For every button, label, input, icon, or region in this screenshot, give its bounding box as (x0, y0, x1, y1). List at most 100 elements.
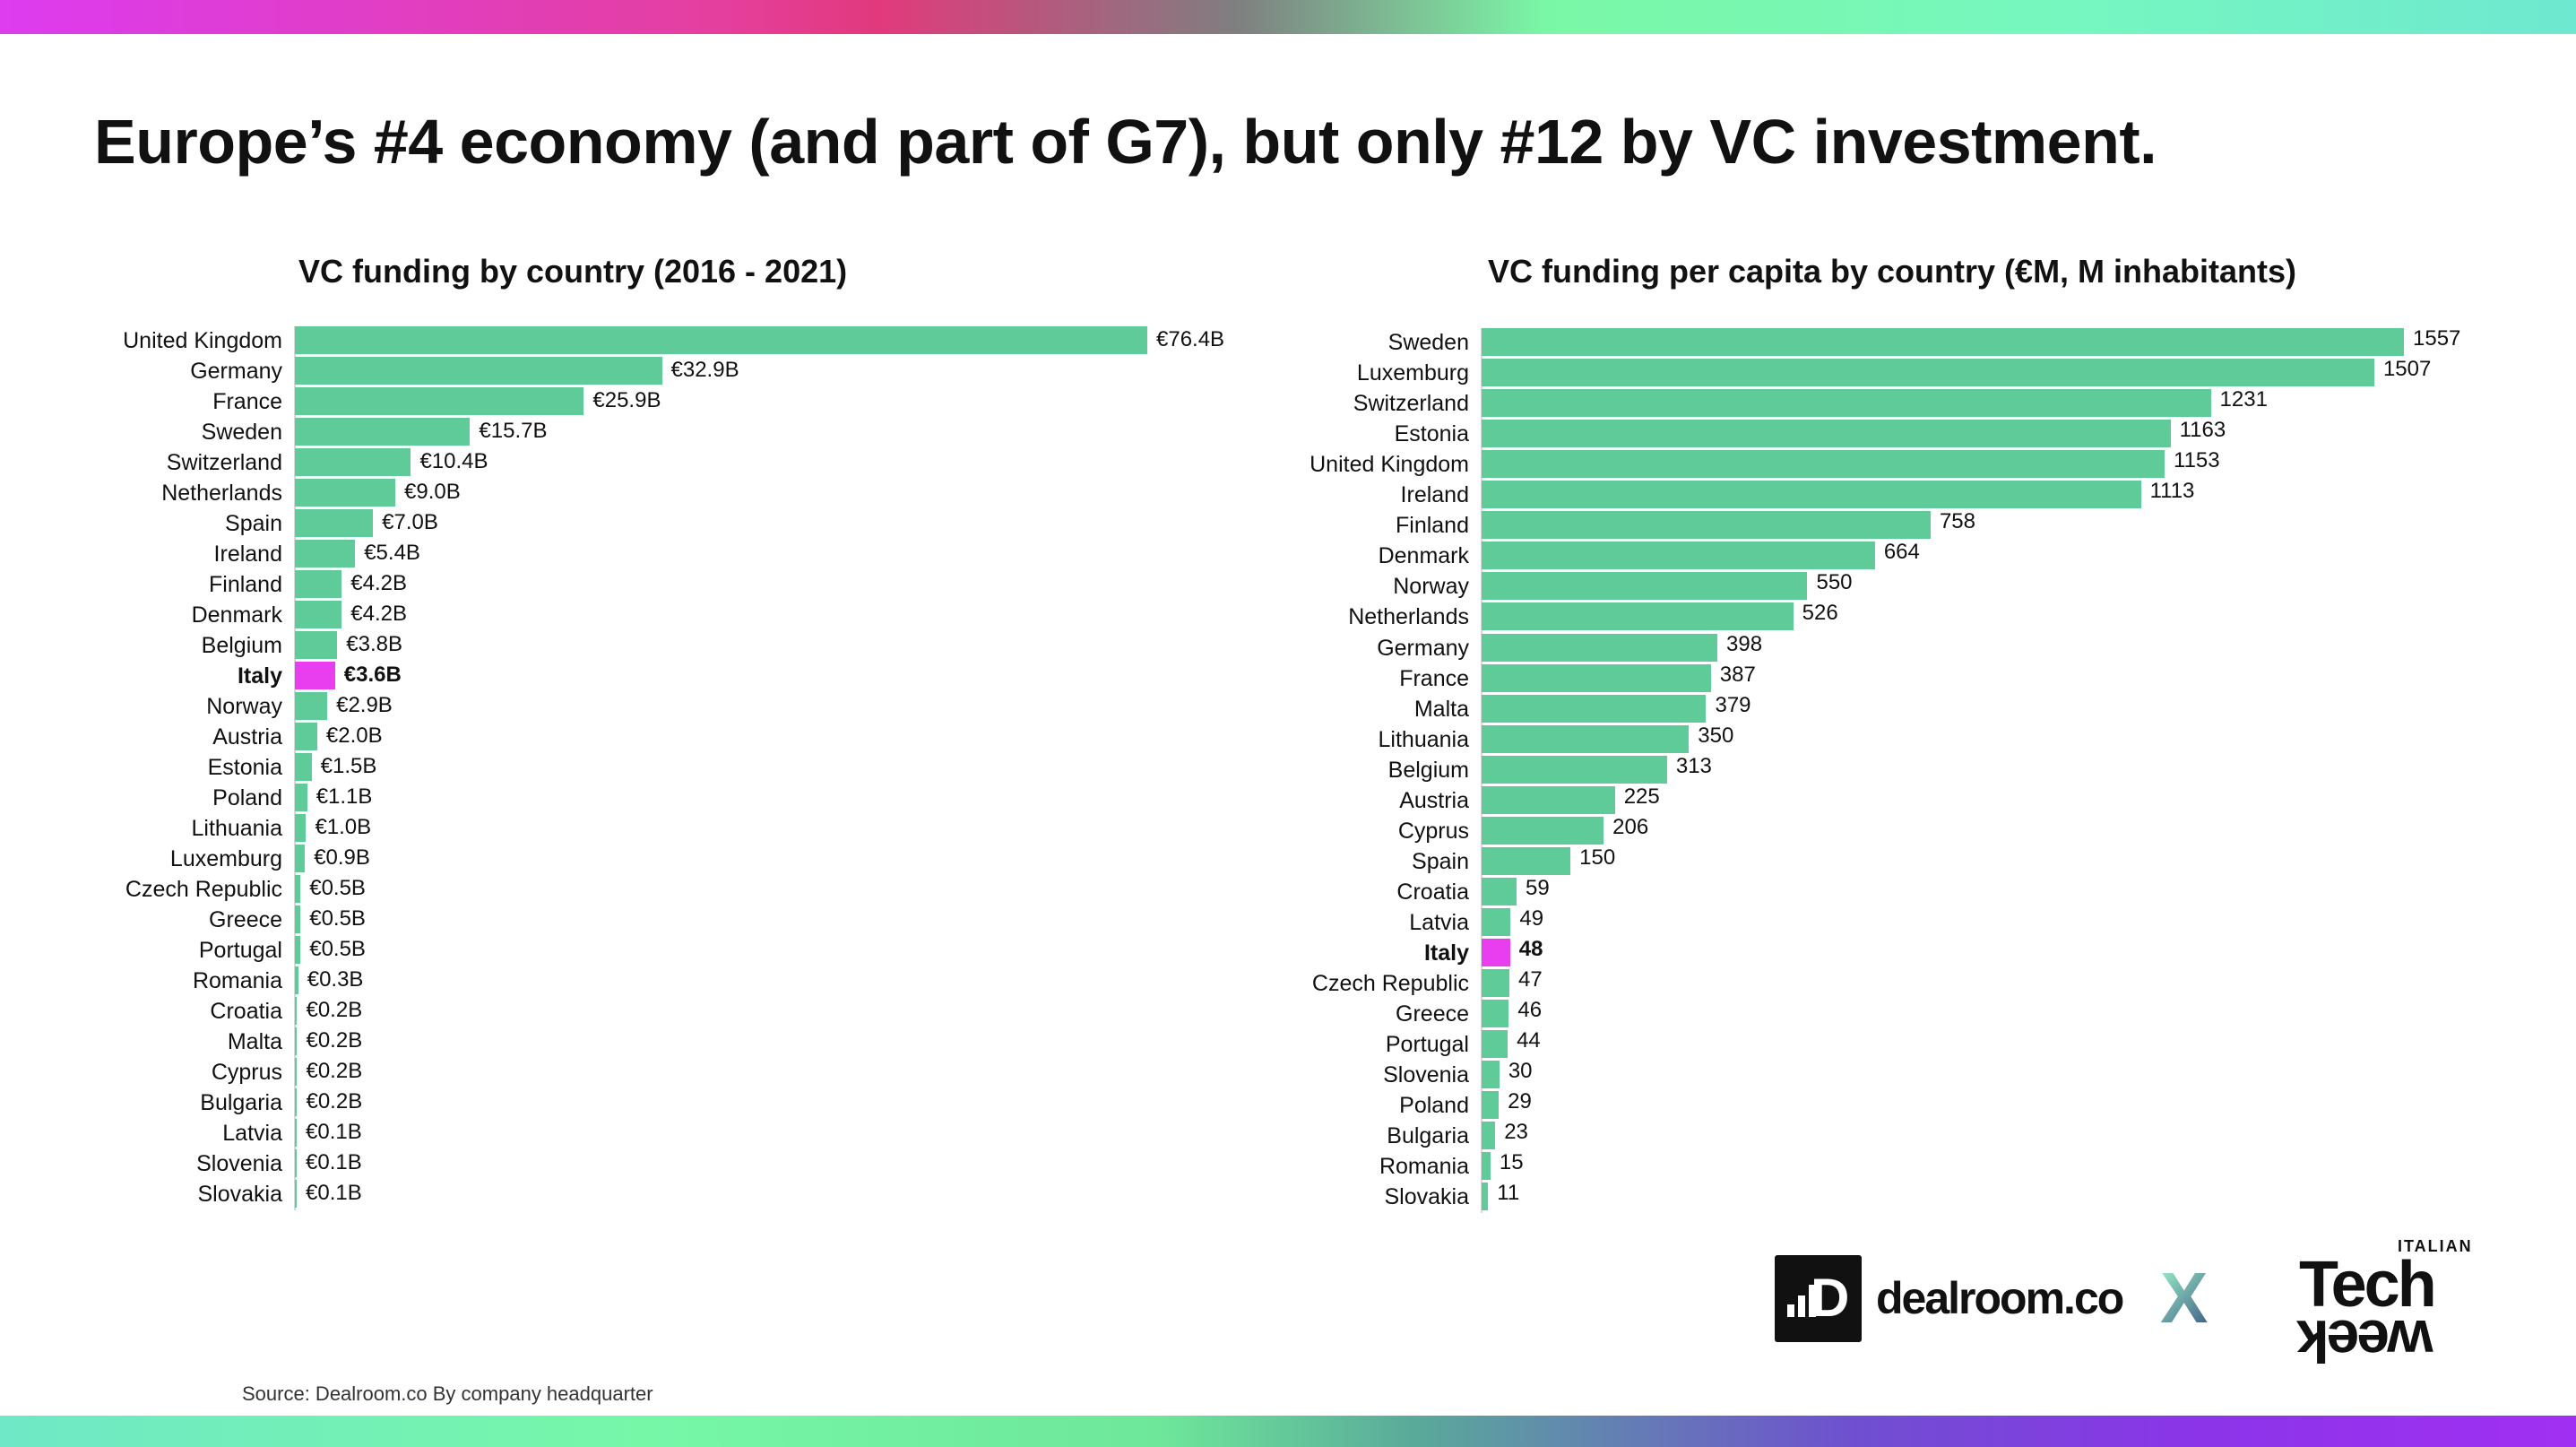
category-label: Latvia (1409, 909, 1469, 935)
bar (295, 631, 338, 659)
dealroom-logo-icon: D (1775, 1255, 1862, 1342)
category-label: Slovakia (1384, 1184, 1470, 1210)
category-label: Italy (237, 663, 282, 689)
value-label: €0.2B (306, 1059, 363, 1083)
bar (295, 814, 307, 842)
category-label: Denmark (191, 602, 282, 628)
bar (295, 997, 298, 1025)
value-label: 47 (1518, 967, 1543, 992)
category-label: Sweden (1387, 330, 1469, 355)
value-label: 526 (1802, 601, 1838, 626)
category-label: Germany (1377, 635, 1469, 661)
bar (1482, 1000, 1509, 1028)
bar (295, 1027, 298, 1055)
value-label: €0.1B (306, 1150, 362, 1174)
value-label: €1.1B (316, 784, 373, 809)
value-label: 1163 (2179, 418, 2226, 443)
category-label: Cyprus (211, 1060, 282, 1085)
category-label: Denmark (1378, 543, 1469, 569)
category-label: Netherlands (161, 481, 282, 506)
category-label: Spain (1412, 848, 1469, 874)
value-label: 387 (1719, 662, 1756, 687)
value-label: 313 (1675, 753, 1712, 778)
value-label: €0.5B (309, 937, 366, 961)
bar (295, 845, 306, 872)
bar (1482, 450, 2165, 479)
bar (1482, 1122, 1496, 1150)
value-label: 550 (1816, 570, 1853, 595)
category-label: France (1399, 665, 1469, 691)
value-label: €0.5B (309, 876, 366, 900)
value-label: 59 (1525, 875, 1550, 900)
value-label: 30 (1508, 1059, 1533, 1084)
category-label: Greece (1396, 1001, 1469, 1027)
value-label: 225 (1623, 784, 1660, 809)
category-label: Poland (212, 785, 282, 810)
value-label: €0.3B (307, 967, 364, 992)
bar (295, 570, 342, 598)
value-label: €1.0B (315, 815, 372, 839)
value-label: €0.2B (306, 1028, 363, 1053)
itw-logo-week: week (2299, 1308, 2433, 1374)
bar (1482, 755, 1667, 784)
category-label: France (212, 389, 282, 414)
value-label: €1.5B (320, 754, 377, 778)
bar (1482, 420, 2171, 448)
value-label: €4.2B (350, 571, 407, 595)
value-label: 49 (1519, 905, 1544, 931)
category-label: Finland (209, 572, 282, 597)
category-label: Italy (1423, 940, 1469, 966)
bar (295, 509, 374, 537)
category-label: Bulgaria (1387, 1123, 1469, 1149)
bar (1482, 481, 2141, 509)
category-label: Sweden (201, 420, 282, 445)
bar (295, 753, 312, 781)
bar (1482, 969, 1510, 998)
value-label: 398 (1726, 631, 1763, 656)
value-label: €32.9B (670, 358, 739, 382)
bar (1482, 572, 1808, 601)
bar (295, 326, 1147, 354)
itw-logo-tech: Tech (2299, 1249, 2437, 1321)
category-label: Luxemburg (1356, 360, 1469, 386)
category-label: Romania (1379, 1154, 1469, 1180)
italian-tech-week-logo: ITALIAN Tech week (2290, 1237, 2541, 1374)
value-label: 1113 (2149, 479, 2195, 504)
value-label: 1153 (2174, 448, 2220, 473)
bar (1482, 1152, 1491, 1181)
bar (295, 357, 662, 385)
category-label: Ireland (213, 542, 282, 567)
category-label: Switzerland (1353, 391, 1469, 417)
value-label: €5.4B (364, 541, 420, 565)
bar (1482, 1183, 1489, 1211)
bar (1482, 663, 1711, 692)
category-label: Netherlands (1348, 604, 1469, 630)
bar (1482, 389, 2211, 418)
page-title: Europe’s #4 economy (and part of G7), bu… (94, 107, 2157, 177)
category-label: Lithuania (191, 816, 282, 841)
category-label: Germany (190, 359, 282, 384)
category-label: Austria (1399, 787, 1469, 813)
source-note: Source: Dealroom.co By company headquart… (242, 1382, 653, 1405)
bar (295, 875, 301, 903)
value-label: €0.1B (306, 1181, 362, 1205)
bar (1482, 877, 1517, 905)
bar (295, 784, 307, 811)
bar (1482, 1030, 1508, 1059)
category-label: Finland (1396, 513, 1469, 539)
value-label: €0.5B (309, 906, 366, 931)
value-label: €3.8B (346, 632, 403, 656)
value-label: €10.4B (419, 449, 488, 473)
value-label: 206 (1612, 814, 1649, 839)
category-label: Croatia (1396, 879, 1469, 905)
top-gradient-bar (0, 0, 2576, 34)
bar (1482, 359, 2374, 387)
value-label: 11 (1497, 1181, 1520, 1206)
category-label: Switzerland (166, 450, 282, 475)
category-label: Croatia (210, 999, 282, 1024)
value-label: €9.0B (404, 480, 461, 504)
bar (1482, 1091, 1500, 1120)
value-label: 1557 (2413, 326, 2461, 351)
bar-highlight (295, 662, 335, 689)
